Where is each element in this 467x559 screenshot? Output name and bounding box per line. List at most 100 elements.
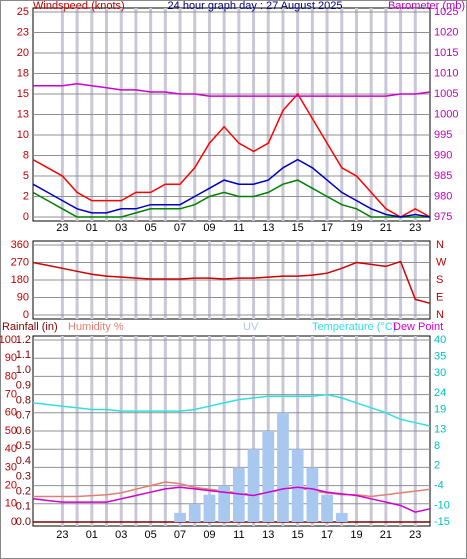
y2-tick-label: -4	[434, 480, 444, 492]
uv-bar	[247, 449, 260, 522]
x-tick-label: 23	[56, 222, 68, 234]
y-tick-label: 100	[0, 334, 17, 346]
rain-tick-label: 1.1	[16, 349, 31, 361]
y-tick-label: 50	[5, 425, 17, 437]
chart-title: 24 hour graph day : 27 August 2025	[168, 0, 343, 12]
x-tick-label: 17	[321, 529, 333, 541]
y2-tick-label: 1025	[434, 6, 458, 18]
y2-tick-label: 24	[434, 387, 446, 399]
uv-bar	[335, 512, 348, 522]
uv-bar	[218, 485, 231, 522]
x-tick-label: 21	[380, 222, 392, 234]
rain-tick-label: 1.0	[16, 364, 31, 376]
y2-tick-label: 1020	[434, 26, 458, 38]
x-tick-label: 15	[292, 222, 304, 234]
y2-tick-label: E	[436, 291, 443, 303]
y-tick-label: 10	[17, 129, 29, 141]
x-tick-label: 23	[409, 529, 421, 541]
uv-bar	[188, 503, 201, 522]
x-tick-label: 09	[203, 222, 215, 234]
y2-tick-label: N	[436, 239, 444, 251]
rain-tick-label: 0.7	[16, 410, 31, 422]
x-tick-label: 19	[350, 222, 362, 234]
x-tick-label: 01	[86, 529, 98, 541]
y-tick-label: 20	[5, 480, 17, 492]
y-tick-label: 90	[17, 291, 29, 303]
series-line	[33, 481, 431, 498]
uv-bar	[203, 494, 216, 522]
y-tick-label: 0	[11, 516, 17, 528]
x-tick-label: 15	[292, 529, 304, 541]
x-tick-label: 13	[262, 529, 274, 541]
y2-tick-label: 13	[434, 423, 446, 435]
y2-tick-label: 2	[434, 460, 440, 472]
x-tick-label: 09	[203, 529, 215, 541]
rain-tick-label: 0.1	[16, 501, 31, 513]
x-tick-label: 03	[115, 529, 127, 541]
rain-tick-label: 1.2	[16, 334, 31, 346]
y-tick-label: 80	[5, 370, 17, 382]
legend-label: UV	[243, 321, 259, 333]
x-tick-label: 23	[56, 529, 68, 541]
y-tick-label: 60	[5, 407, 17, 419]
y2-tick-label: -15	[434, 516, 450, 528]
series-line	[32, 393, 431, 427]
x-tick-label: 13	[262, 222, 274, 234]
y-tick-label: 90	[5, 352, 17, 364]
y2-tick-label: W	[436, 256, 447, 268]
y2-tick-label: 40	[434, 334, 446, 346]
y2-tick-label: N	[436, 309, 444, 321]
x-tick-label: 05	[145, 222, 157, 234]
y2-tick-label: 985	[434, 170, 452, 182]
series-line	[33, 83, 431, 97]
y-tick-label: 270	[11, 256, 29, 268]
y2-tick-label: 30	[434, 367, 446, 379]
series-line	[32, 158, 431, 218]
uv-bar	[277, 412, 289, 522]
uv-bar	[262, 431, 275, 522]
y2-tick-label: 975	[434, 211, 452, 223]
rain-tick-label: 0.0	[16, 516, 31, 528]
y2-tick-label: 19	[434, 403, 446, 415]
y2-tick-label: 980	[434, 190, 452, 202]
rain-tick-label: 0.5	[16, 440, 31, 452]
y2-tick-label: 1010	[434, 67, 458, 79]
y2-tick-label: S	[436, 274, 443, 286]
y-tick-label: 30	[5, 461, 17, 473]
y2-tick-label: 1000	[434, 108, 458, 120]
y-tick-label: 40	[5, 443, 17, 455]
uv-bar	[306, 467, 319, 522]
y2-tick-label: -10	[434, 499, 450, 511]
legend-label: Temperature (°C)	[312, 321, 396, 333]
x-tick-label: 07	[174, 529, 186, 541]
x-tick-label: 11	[233, 222, 244, 234]
rain-tick-label: 0.8	[16, 395, 31, 407]
y-tick-label: 70	[5, 389, 17, 401]
y-tick-label: 8	[23, 149, 29, 161]
rain-tick-label: 0.6	[16, 425, 31, 437]
y-tick-label: 0	[23, 309, 29, 321]
y2-tick-label: 1005	[434, 88, 458, 100]
y-tick-label: 23	[17, 26, 29, 38]
y2-tick-label: 1015	[434, 47, 458, 59]
rain-tick-label: 0.2	[16, 486, 31, 498]
y2-tick-label: 995	[434, 129, 452, 141]
series-line	[32, 486, 431, 513]
y2-tick-label: 35	[434, 350, 446, 362]
y-tick-label: 15	[17, 88, 29, 100]
y-axis-label: Windspeed (knots)	[33, 0, 125, 12]
y-tick-label: 5	[23, 170, 29, 182]
y-tick-label: 180	[11, 274, 29, 286]
legend-label: Rainfall (in)	[2, 321, 58, 333]
series-line	[32, 260, 431, 305]
y-tick-label: 0	[23, 211, 29, 223]
y2-axis-label: Barometer (mb)	[388, 0, 465, 12]
x-tick-label: 21	[380, 529, 392, 541]
series-line	[32, 179, 430, 218]
series-line	[32, 92, 431, 218]
x-tick-label: 01	[86, 222, 98, 234]
y-tick-label: 2	[23, 190, 29, 202]
uv-bar	[321, 494, 333, 522]
x-tick-label: 03	[115, 222, 127, 234]
